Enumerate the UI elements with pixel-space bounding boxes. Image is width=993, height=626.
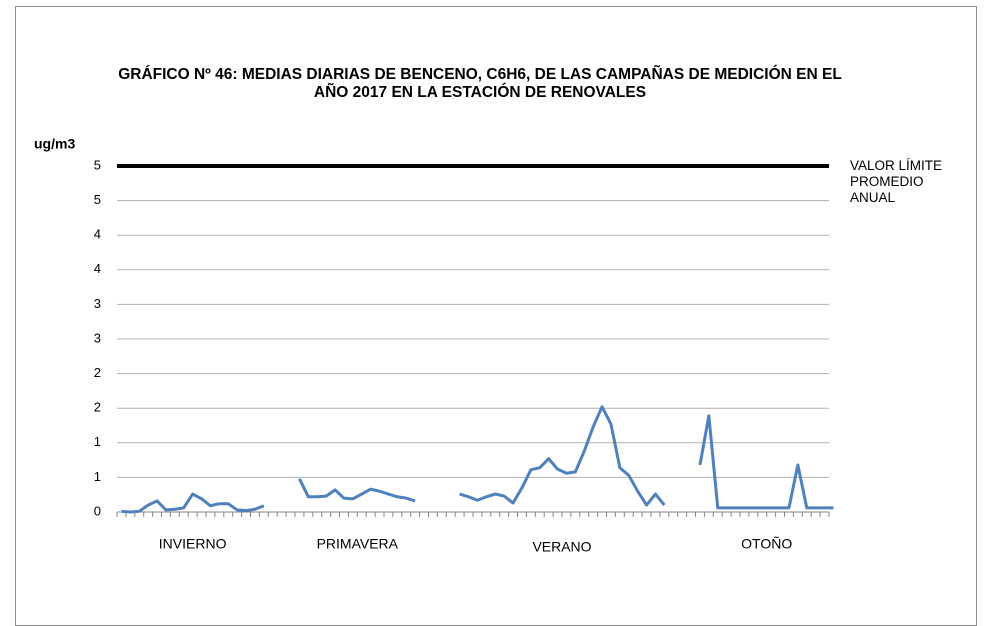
group-label: INVIERNO [159,536,227,552]
group-label: OTOÑO [741,536,792,552]
data-line [121,405,834,514]
legend-label: VALOR LÍMITE PROMEDIO ANUAL [850,158,943,205]
y-tick-label: 5 [94,192,101,207]
y-tick-label: 3 [94,296,101,311]
y-tick-label: 1 [94,434,101,449]
y-tick-label: 1 [94,469,101,484]
y-tick-label: 4 [94,227,101,242]
y-tick-label: 5 [94,157,101,172]
y-tick-label: 2 [94,400,101,415]
y-tick-label: 4 [94,261,101,276]
y-tick-label: 0 [94,503,101,518]
y-axis-label: ug/m3 [34,136,75,152]
y-tick-label: 3 [94,330,101,345]
group-label: PRIMAVERA [317,536,399,552]
group-label: VERANO [532,539,591,555]
chart-title: GRÁFICO Nº 46: MEDIAS DIARIAS DE BENCENO… [118,66,842,101]
y-tick-label: 2 [94,365,101,380]
